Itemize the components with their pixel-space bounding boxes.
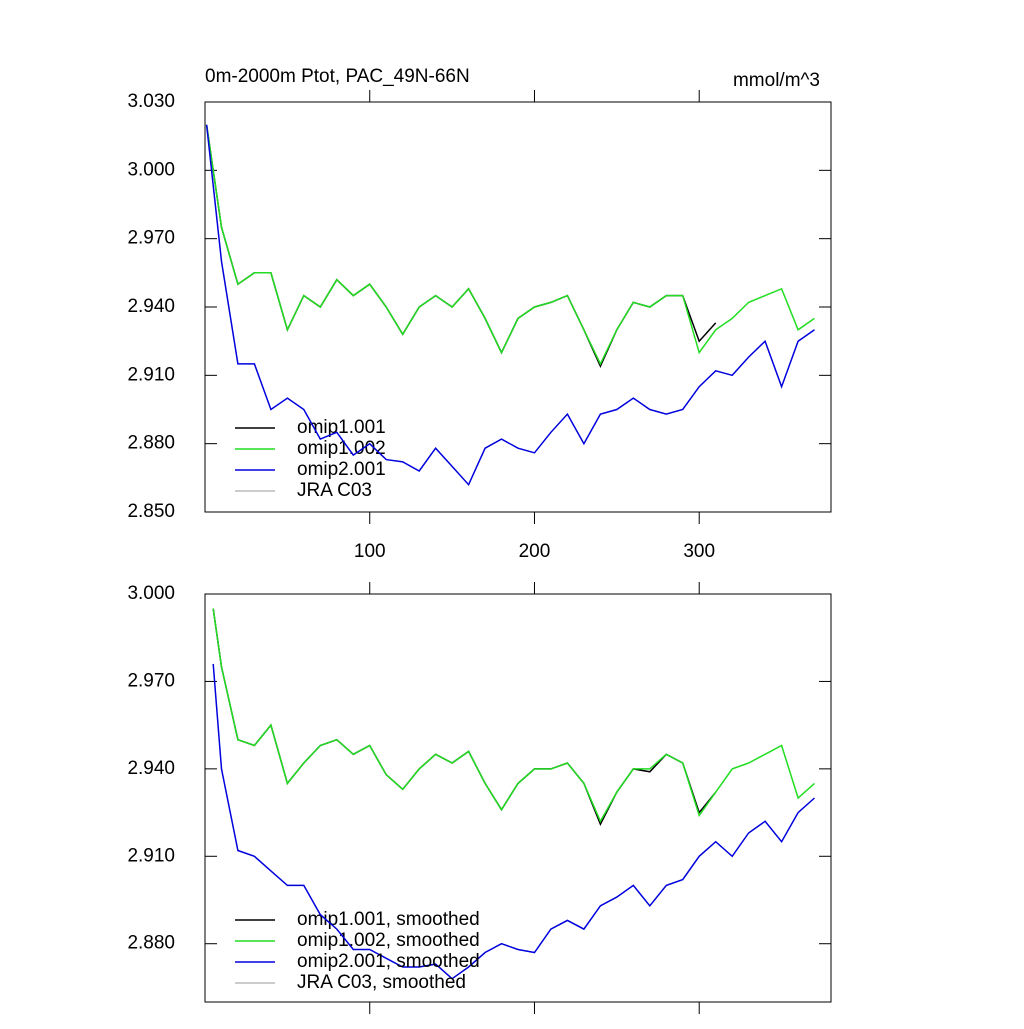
y-tick-label: 3.000: [127, 583, 175, 604]
y-tick-label: 2.910: [127, 845, 175, 866]
y-tick-label: 2.940: [127, 296, 175, 317]
legend-label: JRA C03, smoothed: [297, 972, 466, 993]
series-line: [205, 124, 815, 366]
x-tick-label: 200: [519, 541, 551, 562]
legend-label: omip2.001: [297, 459, 386, 480]
series-line: [212, 608, 717, 827]
y-tick-label: 2.850: [127, 501, 175, 522]
y-tick-label: 2.880: [127, 433, 175, 454]
series-line: [205, 124, 815, 487]
y-tick-label: 3.030: [127, 91, 175, 112]
y-tick-label: 2.910: [127, 364, 175, 385]
legend-label: omip1.002, smoothed: [297, 930, 480, 951]
legend-label: omip1.001: [297, 417, 386, 438]
legend-label: omip2.001, smoothed: [297, 951, 480, 972]
y-tick-label: 2.970: [127, 228, 175, 249]
y-tick-label: 2.880: [127, 933, 175, 954]
chart-title: 0m-2000m Ptot, PAC_49N-66N: [205, 66, 470, 87]
plot-frame: [204, 593, 832, 1003]
units-label: mmol/m^3: [733, 70, 820, 91]
legend-label: JRA C03: [297, 480, 372, 501]
y-tick-label: 2.970: [127, 670, 175, 691]
legend-label: omip1.001, smoothed: [297, 909, 480, 930]
series-line: [205, 124, 717, 369]
x-tick-label: 300: [683, 541, 715, 562]
y-tick-label: 3.000: [127, 159, 175, 180]
y-tick-label: 2.940: [127, 758, 175, 779]
series-line: [212, 663, 815, 980]
legend-label: omip1.002: [297, 438, 386, 459]
x-tick-label: 100: [354, 541, 386, 562]
series-line: [212, 608, 815, 823]
